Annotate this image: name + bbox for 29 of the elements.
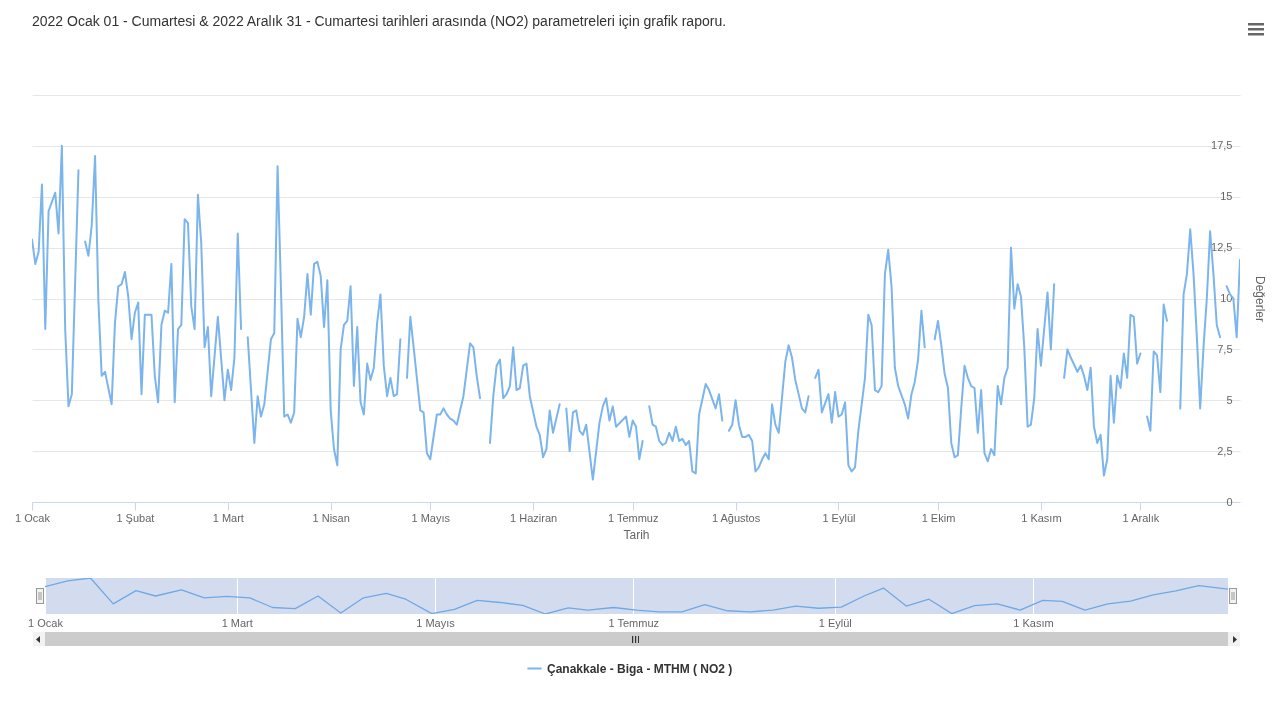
- x-tick-label: 1 Ağustos: [711, 511, 761, 524]
- x-tick-label: 1 Ekim: [921, 511, 956, 524]
- x-tick-label: 1 Mayıs: [411, 511, 451, 524]
- chart-title: 2022 Ocak 01 - Cumartesi & 2022 Aralık 31 - Cumartesi tarihleri arasında (NO2) parametreleri için grafik raporu.: [32, 13, 727, 29]
- x-tick-label: 1 Ocak: [28, 616, 64, 629]
- x-tick-label: 1 Temmuz: [608, 616, 660, 629]
- x-tick-label: 1 Ocak: [15, 511, 51, 524]
- x-tick-label: 1 Kasım: [1021, 511, 1062, 524]
- y-tick-label: 5: [1226, 393, 1233, 406]
- x-tick-label: 1 Mayıs: [416, 616, 456, 629]
- x-tick-label: 1 Temmuz: [607, 511, 659, 524]
- y-tick-label: 17,5: [1211, 139, 1233, 152]
- y-tick-label: 7,5: [1217, 342, 1233, 355]
- x-tick-label: 1 Kasım: [1013, 616, 1054, 629]
- y-tick-label: 0: [1226, 495, 1233, 508]
- x-tick-label: 1 Nisan: [312, 511, 350, 524]
- x-tick-label: 1 Mart: [221, 616, 253, 629]
- x-tick-label: 1 Şubat: [116, 511, 155, 524]
- y-tick-label: 2,5: [1217, 444, 1233, 457]
- y-tick-label: 15: [1220, 190, 1233, 203]
- x-tick-label: 1 Aralık: [1122, 511, 1160, 524]
- x-tick-label: 1 Eylül: [818, 616, 852, 629]
- x-tick-label: 1 Eylül: [822, 511, 856, 524]
- x-tick-label: 1 Haziran: [510, 511, 558, 524]
- y-axis-title: Değerler: [1252, 275, 1267, 323]
- y-tick-label: 12,5: [1211, 241, 1233, 254]
- x-axis-title: Tarih: [623, 527, 650, 542]
- legend-label: Çanakkale - Biga - MTHM ( NO2 ): [547, 661, 733, 676]
- x-tick-label: 1 Mart: [212, 511, 244, 524]
